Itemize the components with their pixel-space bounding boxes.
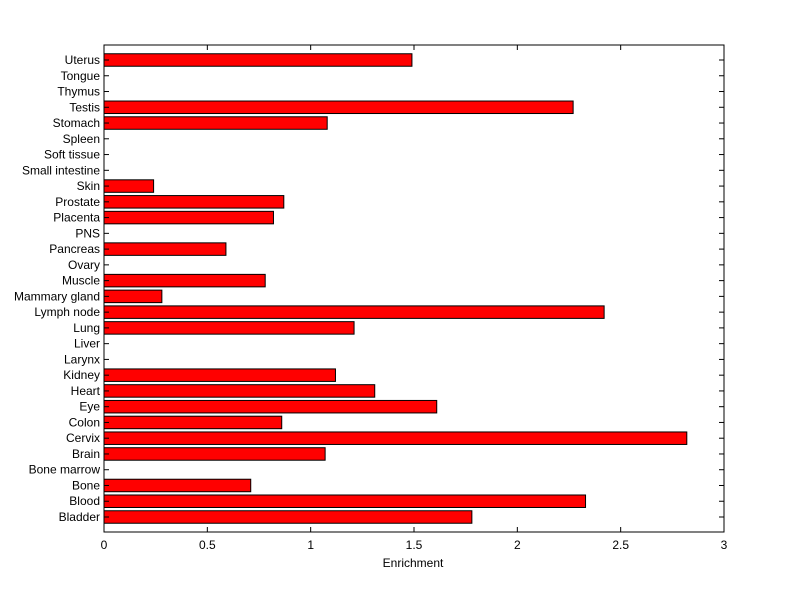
bar-bone xyxy=(103,478,252,493)
x-tick-label: 0.5 xyxy=(199,538,216,552)
y-tick-label-cervix: Cervix xyxy=(66,431,100,445)
bar-brain xyxy=(103,447,326,461)
x-tick-label: 2.5 xyxy=(612,538,629,552)
bar-kidney xyxy=(103,368,336,382)
y-tick-label-blood: Blood xyxy=(69,494,100,508)
y-tick-label-eye: Eye xyxy=(79,400,100,414)
y-tick-label-prostate: Prostate xyxy=(55,195,100,209)
y-tick-label-heart: Heart xyxy=(71,384,101,398)
y-tick-label-brain: Brain xyxy=(72,447,100,461)
y-tick-label-testis: Testis xyxy=(69,100,100,114)
y-tick-label-spleen: Spleen xyxy=(63,132,100,146)
bar-eye xyxy=(103,399,438,414)
y-tick-label-ovary: Ovary xyxy=(68,258,100,272)
y-tick-label-skin: Skin xyxy=(77,179,100,193)
y-tick-label-small-intestine: Small intestine xyxy=(22,163,100,177)
bar-mammary-gland xyxy=(103,289,163,304)
y-tick-label-mammary-gland: Mammary gland xyxy=(14,289,100,303)
bar-uterus xyxy=(103,53,413,67)
y-tick-label-lung: Lung xyxy=(73,321,100,335)
x-tick-label: 3 xyxy=(721,538,728,552)
y-tick-label-soft-tissue: Soft tissue xyxy=(44,148,100,162)
x-axis-label: Enrichment xyxy=(383,556,444,570)
y-tick-label-bladder: Bladder xyxy=(59,510,100,524)
ticks-layer xyxy=(103,45,725,532)
bar-placenta xyxy=(103,210,274,225)
bar-stomach xyxy=(103,116,328,130)
bar-heart xyxy=(103,384,376,398)
y-tick-label-bone-marrow: Bone marrow xyxy=(29,463,101,477)
y-tick-label-placenta: Placenta xyxy=(53,211,100,225)
y-tick-label-kidney: Kidney xyxy=(63,368,100,382)
y-tick-label-lymph-node: Lymph node xyxy=(34,305,100,319)
bar-bladder xyxy=(103,510,473,524)
bar-skin xyxy=(103,179,155,193)
bar-pancreas xyxy=(103,242,227,256)
y-tick-label-pancreas: Pancreas xyxy=(49,242,100,256)
bar-muscle xyxy=(103,273,266,288)
y-tick-label-thymus: Thymus xyxy=(57,85,100,99)
bar-testis xyxy=(103,100,574,115)
x-tick-label: 1.5 xyxy=(406,538,423,552)
x-tick-label: 0 xyxy=(101,538,108,552)
x-tick-label: 2 xyxy=(514,538,521,552)
bar-colon xyxy=(103,415,283,430)
y-tick-label-muscle: Muscle xyxy=(62,274,100,288)
y-tick-label-colon: Colon xyxy=(69,415,100,429)
y-tick-label-stomach: Stomach xyxy=(53,116,100,130)
y-tick-label-tongue: Tongue xyxy=(61,69,101,83)
bar-blood xyxy=(103,494,587,508)
y-tick-label-larynx: Larynx xyxy=(64,352,100,366)
bars-layer xyxy=(103,53,688,524)
bar-prostate xyxy=(103,195,285,209)
y-tick-label-liver: Liver xyxy=(74,337,100,351)
bar-cervix xyxy=(103,431,688,445)
y-tick-label-pns: PNS xyxy=(75,226,100,240)
bar-lung xyxy=(103,321,355,335)
y-tick-label-uterus: Uterus xyxy=(65,53,100,67)
y-tick-label-bone: Bone xyxy=(72,478,100,492)
bar-lymph-node xyxy=(103,305,605,319)
x-tick-label: 1 xyxy=(307,538,314,552)
